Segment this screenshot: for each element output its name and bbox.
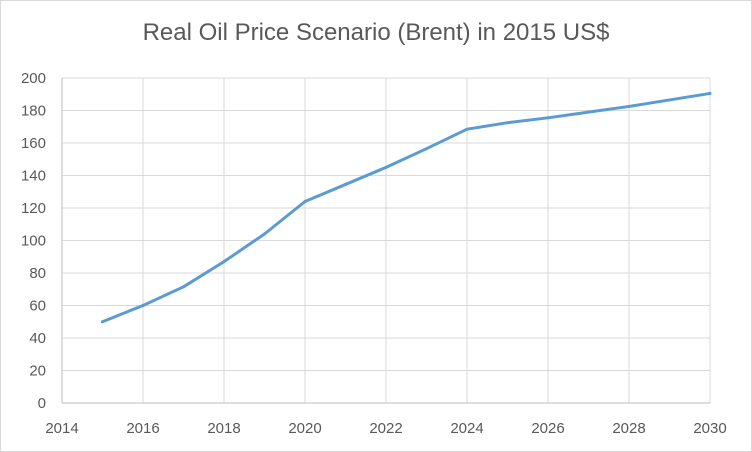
series-line-0 xyxy=(101,91,712,324)
data-point-2019 xyxy=(263,232,266,236)
chart-title: Real Oil Price Scenario (Brent) in 2015 … xyxy=(142,19,610,46)
x-tick-label-2030: 2030 xyxy=(693,420,726,437)
data-point-2024 xyxy=(465,127,469,131)
data-point-2030 xyxy=(708,91,712,95)
x-tick-label-2018: 2018 xyxy=(207,420,240,437)
data-point-2021 xyxy=(344,182,347,186)
data-point-2016 xyxy=(141,304,145,307)
x-tick-label-2020: 2020 xyxy=(288,420,321,437)
data-point-2020 xyxy=(303,200,307,203)
y-tick-label-80: 80 xyxy=(29,265,46,282)
data-point-2027 xyxy=(587,110,590,114)
y-tick-label-120: 120 xyxy=(21,200,46,217)
data-point-2029 xyxy=(668,98,671,102)
y-tick-label-200: 200 xyxy=(21,70,46,87)
y-tick-label-0: 0 xyxy=(38,395,46,412)
data-point-2025 xyxy=(506,121,509,125)
data-point-2023 xyxy=(425,147,428,151)
data-point-2018 xyxy=(222,260,226,264)
y-tick-label-140: 140 xyxy=(21,168,46,185)
x-tick-label-2022: 2022 xyxy=(369,420,402,437)
y-tick-label-20: 20 xyxy=(29,363,46,380)
x-tick-label-2014: 2014 xyxy=(45,420,78,437)
data-point-2028 xyxy=(627,104,631,108)
y-tick-label-40: 40 xyxy=(29,330,46,347)
x-tick-label-2024: 2024 xyxy=(450,420,483,437)
x-tick-label-2016: 2016 xyxy=(126,420,159,437)
data-point-2026 xyxy=(546,116,550,120)
y-tick-label-60: 60 xyxy=(29,298,46,315)
y-tick-label-100: 100 xyxy=(21,233,46,250)
data-point-2017 xyxy=(182,285,185,289)
x-tick-label-2028: 2028 xyxy=(612,420,645,437)
y-tick-label-180: 180 xyxy=(21,103,46,120)
x-tick-label-2026: 2026 xyxy=(531,420,564,437)
y-tick-label-160: 160 xyxy=(21,135,46,152)
data-point-2015 xyxy=(101,320,104,324)
data-point-2022 xyxy=(384,165,388,169)
